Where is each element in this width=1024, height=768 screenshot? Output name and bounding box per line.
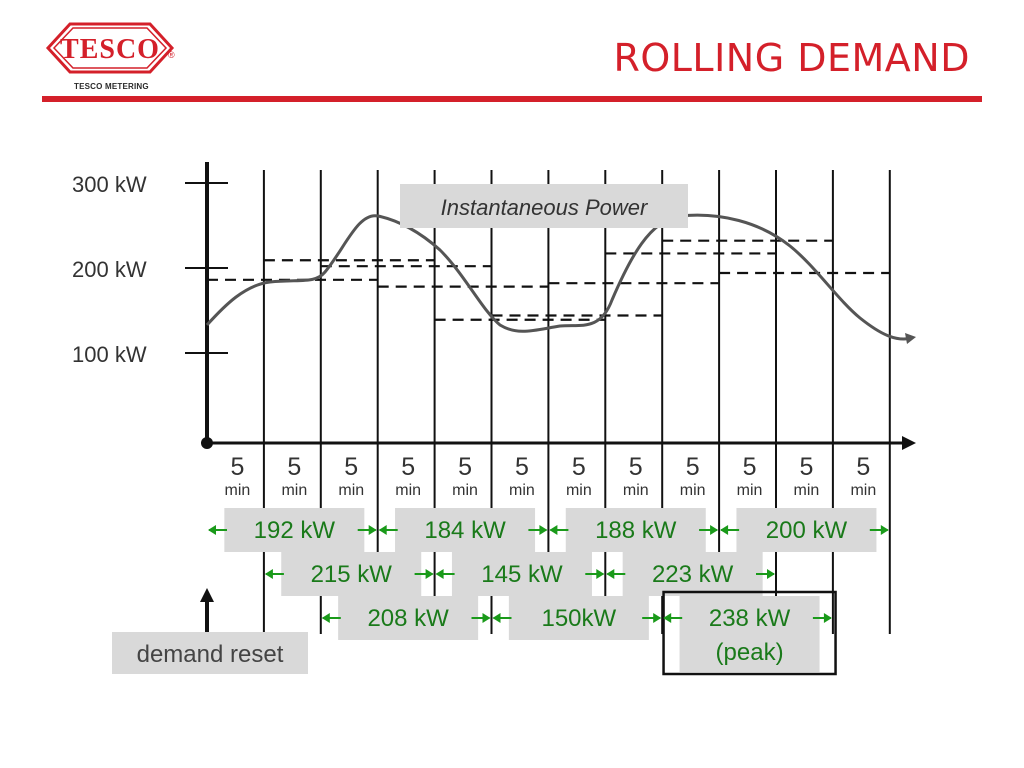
window-end-arrowhead [653,613,662,623]
interval-number-4: 5 [401,453,415,481]
interval-number-8: 5 [629,453,643,481]
window-start-arrowhead [208,525,216,535]
demand-window-200kw: 200 kW [720,508,889,552]
instantaneous-power-label: Instantaneous Power [441,195,649,220]
demand-window-value: 223 kW [652,561,734,588]
window-end-arrowhead [710,525,719,535]
demand-window-208kw: 208 kW [321,596,491,640]
y-label-100: 100 kW [72,342,147,367]
window-start-arrowhead [606,569,615,579]
demand-window-188kw: 188 kW [549,508,719,552]
interval-number-3: 5 [344,453,358,481]
interval-number-6: 5 [515,453,529,481]
demand-window-labels: 192 kW 184 kW 188 kW 200 kW 215 kW 145 kW 223 … [208,508,889,676]
demand-window-bg [508,596,649,640]
curve-arrowhead [905,333,916,344]
demand-window-value: 215 kW [311,561,393,588]
demand-window-bg [736,508,877,552]
interval-number-10: 5 [743,453,757,481]
interval-unit-6: min [509,482,535,499]
interval-number-1: 5 [230,453,244,481]
y-label-300: 300 kW [72,172,147,197]
interval-unit-7: min [566,482,592,499]
interval-number-7: 5 [572,453,586,481]
logo-subtitle: TESCO METERING [74,82,149,91]
interval-number-9: 5 [686,453,700,481]
demand-window-223kw: 223 kW [606,552,775,596]
window-end-arrowhead [596,569,605,579]
interval-number-5: 5 [458,453,472,481]
tesco-logo: TESCO ® [45,22,175,74]
demand-window-bg [281,552,422,596]
demand-window-bg [451,552,592,596]
demand-window-value: 208 kW [367,605,449,632]
window-end-arrowhead [880,525,889,535]
demand-reset-arrowhead [200,588,214,602]
demand-window-150kw: 150kW [492,596,662,640]
y-label-200: 200 kW [72,257,147,282]
demand-window-value: 188 kW [595,517,677,544]
demand-window-145kw: 145 kW [435,552,605,596]
interval-unit-5: min [452,482,478,499]
demand-window-bg [395,508,536,552]
x-axis-arrowhead [902,436,916,450]
demand-window-215kw: 215 kW [264,552,434,596]
demand-window-bg [224,508,365,552]
demand-window-184kw: 184 kW [378,508,548,552]
interval-unit-2: min [281,482,307,499]
interval-number-12: 5 [856,453,870,481]
registered-mark: ® [168,50,175,60]
demand-window-bg [679,596,820,672]
demand-window-value: 184 kW [424,517,506,544]
peak-highlight-box [662,590,837,676]
demand-reset-label-bg [112,632,308,674]
title-rule [42,96,982,102]
interval-unit-11: min [794,482,820,499]
demand-window-value: 238 kW [709,605,791,632]
window-start-arrowhead [378,525,387,535]
interval-labels: 5min5min5min5min5min5min5min5min5min5min… [225,453,877,499]
demand-window-238kw: 238 kW (peak) [662,590,837,676]
window-start-arrowhead [720,525,729,535]
instantaneous-power-label-bg [400,184,688,228]
instantaneous-power-curve [205,213,913,341]
window-end-arrowhead [368,525,377,535]
demand-reset-label: demand reset [137,641,284,668]
window-end-arrowhead [425,569,434,579]
window-end-arrowhead [482,613,491,623]
window-end-arrowhead [767,569,775,579]
origin-dot [201,437,213,449]
interval-unit-8: min [623,482,649,499]
demand-window-value: 192 kW [254,517,336,544]
interval-unit-12: min [850,482,876,499]
demand-window-value: 200 kW [766,517,848,544]
demand-window-value: 150kW [541,605,616,632]
window-start-arrowhead [492,613,501,623]
interval-number-11: 5 [799,453,813,481]
interval-number-2: 5 [287,453,301,481]
logo-text: TESCO [60,34,160,65]
peak-label: (peak) [716,639,784,666]
window-end-arrowhead [539,525,548,535]
demand-window-bg [622,552,763,596]
interval-unit-1: min [225,482,251,499]
window-start-arrowhead [549,525,558,535]
interval-unit-10: min [737,482,763,499]
demand-window-192kw: 192 kW [208,508,377,552]
window-start-arrowhead [264,569,273,579]
window-start-arrowhead [663,613,672,623]
window-start-arrowhead [321,613,330,623]
demand-window-bg [338,596,479,640]
demand-window-bg [565,508,706,552]
demand-window-value: 145 kW [481,561,563,588]
window-end-arrowhead [823,613,832,623]
interval-unit-3: min [338,482,364,499]
page-title: ROLLING DEMAND [613,36,970,80]
window-start-arrowhead [435,569,444,579]
interval-unit-9: min [680,482,706,499]
interval-unit-4: min [395,482,421,499]
